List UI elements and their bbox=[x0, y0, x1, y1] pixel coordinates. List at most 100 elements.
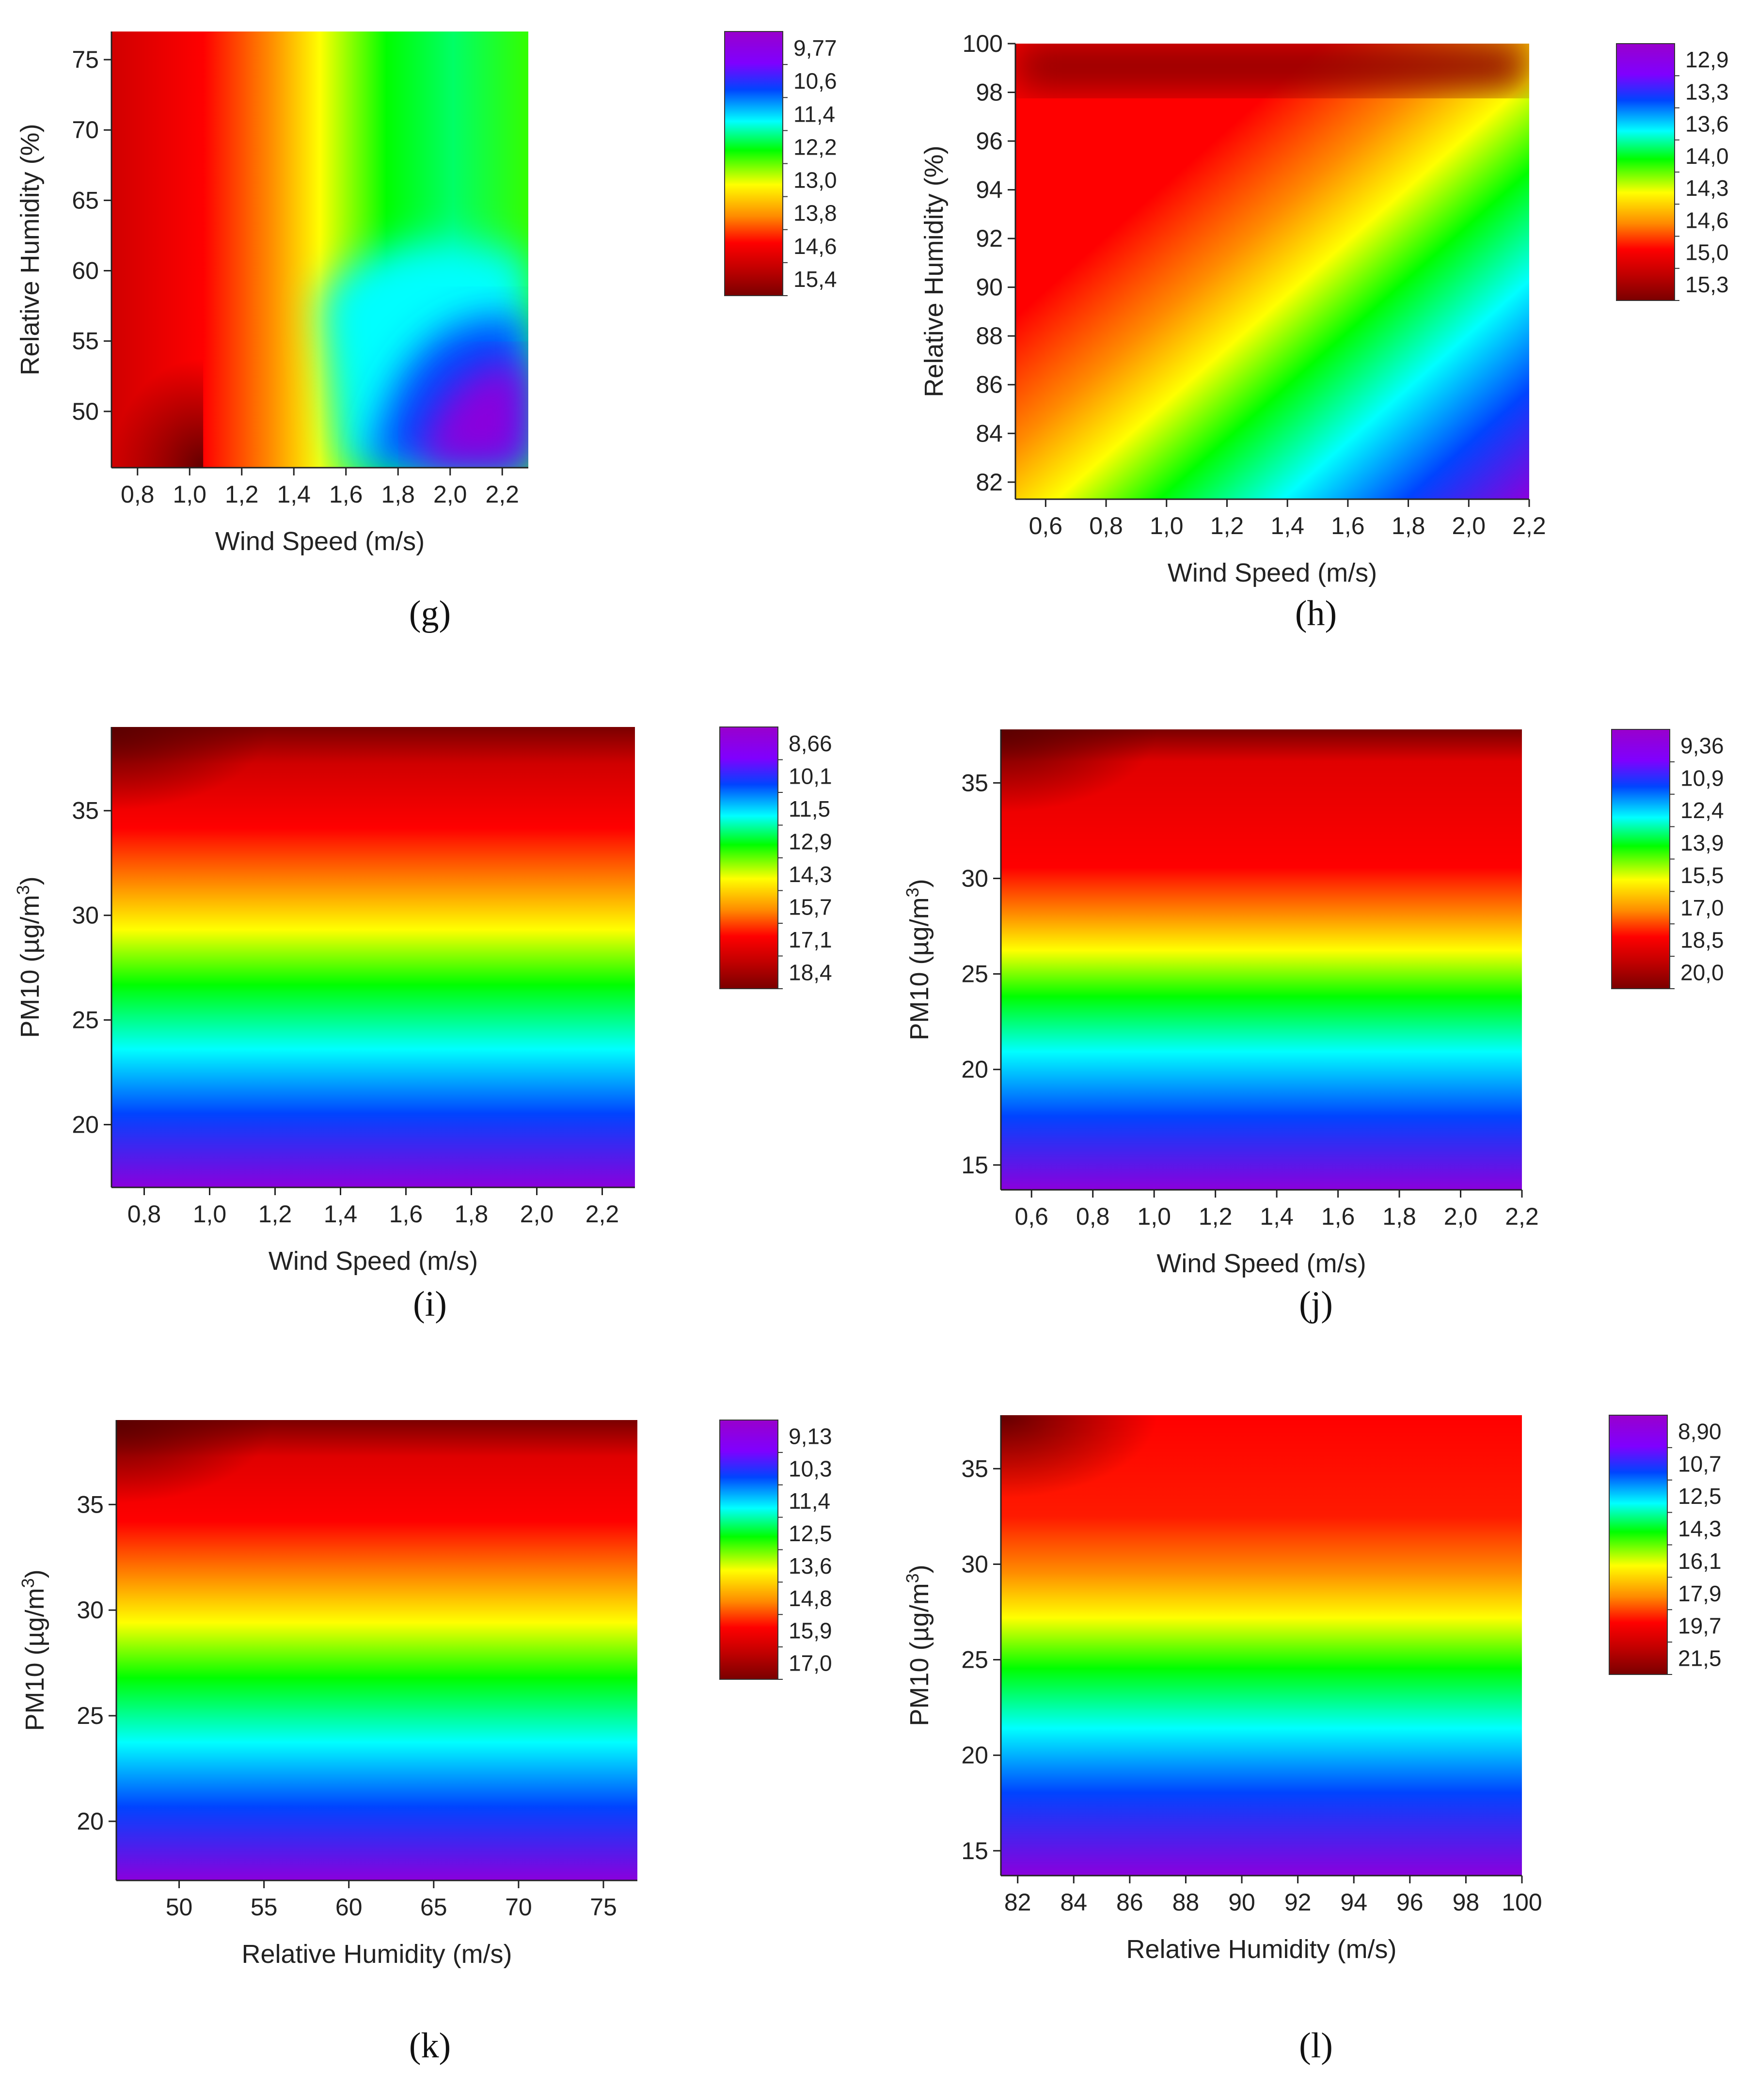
x-tick-label: 2,0 bbox=[1444, 1203, 1478, 1230]
y-tick-label: 94 bbox=[976, 176, 1003, 204]
colorbar-label: 17,1 bbox=[789, 927, 832, 952]
colorbar-label: 12,9 bbox=[789, 829, 832, 854]
x-tick-label: 0,6 bbox=[1014, 1203, 1048, 1230]
colorbar bbox=[719, 726, 778, 989]
x-tick-label: 98 bbox=[1453, 1889, 1480, 1916]
y-tick-label: 35 bbox=[77, 1491, 104, 1518]
colorbar-label: 13,8 bbox=[793, 201, 837, 226]
colorbar-label: 14,3 bbox=[1678, 1516, 1722, 1541]
colorbar-label: 20,0 bbox=[1680, 960, 1724, 985]
x-tick-label: 92 bbox=[1284, 1889, 1312, 1916]
y-tick-label: 25 bbox=[72, 1007, 99, 1034]
plot-area bbox=[116, 1420, 637, 1880]
y-tick-label: 30 bbox=[961, 865, 988, 892]
panel-caption: (g) bbox=[409, 594, 451, 633]
x-tick-label: 86 bbox=[1116, 1889, 1143, 1916]
heatmap-region-dark bbox=[116, 1420, 273, 1503]
x-axis-label: Relative Humidity (m/s) bbox=[241, 1940, 512, 1969]
y-tick-label: 30 bbox=[961, 1550, 988, 1578]
x-tick-label: 96 bbox=[1396, 1889, 1424, 1916]
colorbar-label: 17,0 bbox=[1680, 895, 1724, 920]
y-tick-label: 25 bbox=[961, 1646, 988, 1674]
colorbar-label: 10,7 bbox=[1678, 1451, 1722, 1476]
colorbar bbox=[724, 31, 783, 296]
y-tick-label: 35 bbox=[961, 769, 988, 796]
x-axis-label: Wind Speed (m/s) bbox=[269, 1247, 478, 1276]
x-tick-label: 50 bbox=[166, 1894, 193, 1921]
panel-caption: (k) bbox=[409, 2026, 451, 2066]
x-tick-label: 75 bbox=[590, 1894, 617, 1921]
x-tick-label: 65 bbox=[420, 1894, 447, 1921]
heatmap-region-dark bbox=[1001, 729, 1157, 812]
y-tick-label: 50 bbox=[72, 398, 99, 425]
plot-area bbox=[1001, 1415, 1522, 1876]
x-tick-label: 1,2 bbox=[258, 1200, 292, 1228]
x-tick-label: 70 bbox=[505, 1894, 532, 1921]
panel-caption: (h) bbox=[1295, 594, 1337, 633]
heatmap-region-dark bbox=[111, 727, 269, 810]
x-tick-label: 2,2 bbox=[1512, 512, 1546, 539]
colorbar-label: 9,77 bbox=[793, 35, 837, 61]
y-tick-label: 90 bbox=[976, 274, 1003, 301]
x-tick-label: 1,6 bbox=[389, 1200, 423, 1228]
y-axis-label-end: ) bbox=[16, 876, 45, 885]
x-tick-label: 1,2 bbox=[1199, 1203, 1233, 1230]
colorbar-label: 14,0 bbox=[1685, 143, 1729, 169]
colorbar bbox=[1616, 43, 1675, 301]
x-tick-label: 1,8 bbox=[1392, 512, 1425, 539]
x-tick-label: 1,4 bbox=[1270, 512, 1304, 539]
y-axis-label-superscript: 3 bbox=[902, 1573, 922, 1583]
y-tick-label: 60 bbox=[72, 257, 99, 284]
y-tick-label: 25 bbox=[961, 961, 988, 988]
colorbar-label: 13,0 bbox=[793, 168, 837, 193]
x-tick-label: 88 bbox=[1172, 1889, 1200, 1916]
colorbar bbox=[1609, 1415, 1668, 1675]
plot-area bbox=[1015, 44, 1529, 499]
colorbar-label: 8,90 bbox=[1678, 1419, 1722, 1444]
panel-k: 50 55 60 65 70 75 20 25 30 35 Relative Humidity (m… bbox=[18, 1420, 832, 2066]
y-axis-label: PM10 (µg/m3) bbox=[18, 1569, 49, 1731]
colorbar-label: 19,7 bbox=[1678, 1613, 1722, 1639]
colorbar-label: 11,4 bbox=[789, 1488, 830, 1514]
y-tick-label: 86 bbox=[976, 371, 1003, 398]
colorbar-label: 14,8 bbox=[789, 1586, 832, 1611]
y-axis-label-superscript: 3 bbox=[902, 887, 922, 897]
x-tick-label: 2,0 bbox=[433, 481, 467, 508]
x-tick-label: 1,8 bbox=[1382, 1203, 1416, 1230]
colorbar-label: 10,9 bbox=[1680, 765, 1724, 790]
x-tick-label: 1,0 bbox=[1137, 1203, 1171, 1230]
x-tick-label: 1,0 bbox=[173, 481, 206, 508]
x-tick-label: 2,0 bbox=[1452, 512, 1486, 539]
y-tick-label: 65 bbox=[72, 187, 99, 214]
colorbar-label: 11,5 bbox=[789, 796, 830, 821]
panel-i: 0,8 1,0 1,2 1,4 1,6 1,8 2,0 2,2 20 25 30 35 Wind Spe… bbox=[13, 726, 832, 1324]
y-tick-label: 30 bbox=[72, 902, 99, 929]
y-tick-label: 55 bbox=[72, 328, 99, 355]
y-tick-label: 15 bbox=[961, 1152, 988, 1179]
colorbar-label: 10,6 bbox=[793, 68, 837, 94]
colorbar-label: 15,5 bbox=[1680, 863, 1724, 888]
colorbar-label: 17,9 bbox=[1678, 1581, 1722, 1606]
y-tick-label: 88 bbox=[976, 322, 1003, 349]
y-tick-label: 98 bbox=[976, 79, 1003, 106]
panel-caption: (l) bbox=[1299, 2026, 1333, 2066]
x-tick-label: 1,4 bbox=[1260, 1203, 1294, 1230]
plot-area bbox=[111, 32, 528, 468]
x-tick-label: 1,6 bbox=[1321, 1203, 1355, 1230]
colorbar-label: 9,36 bbox=[1680, 733, 1724, 758]
y-tick-label: 100 bbox=[963, 30, 1003, 57]
x-tick-label: 1,8 bbox=[455, 1200, 489, 1228]
y-axis-label-superscript: 3 bbox=[13, 885, 33, 895]
x-tick-label: 0,8 bbox=[127, 1200, 161, 1228]
x-tick-label: 55 bbox=[251, 1894, 278, 1921]
colorbar bbox=[719, 1420, 778, 1680]
colorbar-label: 18,4 bbox=[789, 960, 832, 985]
y-tick-label: 96 bbox=[976, 127, 1003, 155]
y-axis-label: PM10 (µg/m3) bbox=[902, 879, 934, 1040]
x-tick-label: 84 bbox=[1060, 1889, 1087, 1916]
x-tick-label: 2,0 bbox=[520, 1200, 554, 1228]
colorbar-label: 14,3 bbox=[789, 862, 832, 887]
x-tick-label: 90 bbox=[1228, 1889, 1255, 1916]
x-tick-label: 94 bbox=[1340, 1889, 1367, 1916]
y-axis-label-end: ) bbox=[20, 1569, 49, 1578]
